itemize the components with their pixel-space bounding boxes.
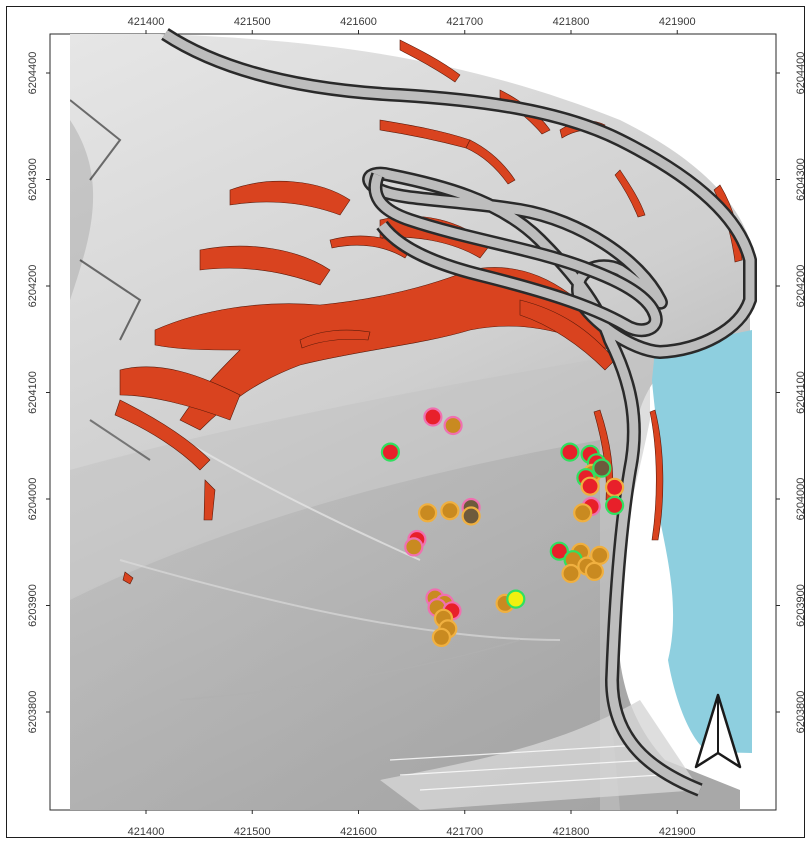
x-tick-label-top: 421500 [234,16,271,28]
y-tick-label-left: 6203800 [27,691,39,734]
y-tick-label-left: 6204300 [27,158,39,201]
x-tick-label-bottom: 421900 [659,826,696,838]
y-tick-label-right: 6204100 [795,371,807,414]
y-tick-label-right: 6204300 [795,158,807,201]
survey-marker [380,442,400,462]
x-tick-label-bottom: 421500 [234,826,271,838]
x-tick-label-bottom: 421600 [340,826,377,838]
survey-marker [584,561,605,582]
survey-marker [604,477,625,497]
x-tick-label-top: 421400 [128,16,165,28]
x-tick-label-top: 421800 [553,16,590,28]
survey-marker [560,442,580,462]
survey-marker [506,589,526,609]
survey-marker [461,506,481,526]
axis-tick-labels: 421400 421400 421500 421500 421600 421600 4217… [27,16,807,838]
x-tick-label-top: 421600 [340,16,377,28]
y-tick-label-left: 6204200 [27,265,39,308]
y-tick-label-right: 6203900 [795,584,807,627]
survey-marker [592,458,612,478]
x-tick-label-bottom: 421400 [128,826,165,838]
survey-marker [404,537,424,557]
x-tick-label-bottom: 421700 [446,826,483,838]
water-body [652,330,752,753]
survey-marker [580,476,600,496]
scarp-features [114,39,743,585]
survey-marker [443,415,463,436]
y-tick-label-right: 6203800 [795,691,807,734]
y-tick-label-left: 6203900 [27,584,39,627]
survey-marker [423,407,443,427]
survey-marker [418,503,438,523]
y-tick-label-left: 6204100 [27,371,39,414]
y-tick-label-right: 6204000 [795,478,807,521]
survey-marker [440,501,460,521]
survey-marker [604,495,625,515]
road-switchback-fill [370,173,661,335]
survey-marker [549,541,569,561]
survey-marker [431,627,451,648]
y-tick-label-right: 6204400 [795,52,807,95]
y-tick-label-right: 6204200 [795,265,807,308]
survey-markers [380,407,625,648]
x-tick-label-top: 421900 [659,16,696,28]
y-tick-label-left: 6204400 [27,52,39,95]
survey-marker [573,503,593,523]
north-arrow-icon [694,693,742,769]
road [161,28,757,797]
x-tick-label-bottom: 421800 [553,826,590,838]
y-tick-label-left: 6204000 [27,478,39,521]
survey-marker [561,563,581,584]
x-tick-label-top: 421700 [446,16,483,28]
